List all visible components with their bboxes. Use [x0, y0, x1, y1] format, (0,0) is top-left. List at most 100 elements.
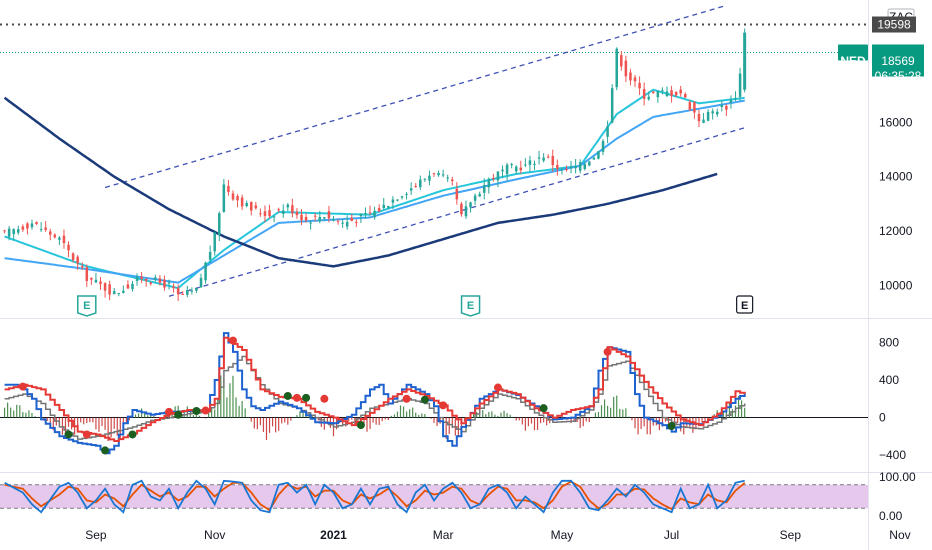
histogram-bar [643, 417, 645, 427]
histogram-bar [302, 411, 304, 418]
time-axis[interactable]: Sep Nov 2021 Mar May Jul Sep Nov [85, 528, 910, 542]
price-axis[interactable]: 10000 12000 14000 16000 800 400 0 −400 100.00 0.0… [879, 115, 916, 523]
histogram-bar [722, 411, 724, 418]
histogram-bar [409, 409, 411, 418]
histogram-bar [399, 405, 402, 418]
candle-body [684, 94, 687, 98]
histogram-bar [543, 417, 545, 423]
candle-body [149, 282, 153, 284]
histogram-bar [208, 412, 210, 418]
candle-body [697, 113, 701, 122]
cross-marker [667, 422, 676, 431]
earnings-marker: E [77, 295, 97, 317]
histogram-bar [183, 409, 185, 418]
channel-upper-line [104, 4, 727, 189]
histogram-bar [46, 417, 48, 421]
candle-body [295, 211, 299, 216]
oscillator-panel[interactable] [0, 332, 868, 455]
candle-body [218, 213, 221, 235]
candle-body [487, 178, 491, 188]
candle-body [423, 178, 427, 180]
histogram-bar [603, 399, 606, 418]
histogram-bar [198, 415, 201, 418]
histogram-bar [619, 408, 621, 418]
earnings-label: E [83, 300, 90, 312]
histogram-bar [241, 400, 243, 418]
candle-body [336, 220, 340, 222]
histogram-bar [737, 395, 740, 418]
candle-body [578, 162, 582, 171]
ma-long-line [3, 96, 718, 268]
candle-body [711, 111, 714, 114]
candle-body [259, 213, 262, 215]
histogram-bar [287, 417, 289, 425]
candle-body [208, 251, 212, 260]
candle-body [460, 203, 463, 215]
candle-body [674, 91, 678, 96]
time-tick-label: May [551, 528, 574, 542]
histogram-bar [381, 417, 383, 422]
cross-marker [356, 421, 365, 430]
histogram-bar [317, 417, 319, 421]
candle-body [419, 179, 422, 188]
candle-body [428, 175, 431, 181]
histogram-bar [144, 411, 146, 418]
histogram-bar [704, 417, 706, 423]
candle-body [556, 164, 559, 170]
histogram-bar [49, 417, 51, 427]
histogram-bar [448, 417, 450, 435]
histogram-bar [232, 375, 234, 418]
cross-marker [603, 347, 612, 356]
earnings-label: E [741, 300, 748, 312]
last-price-tag: NED 18569 06:35:28 [838, 44, 924, 83]
last-price-value: 18569 [881, 54, 915, 68]
candle-body [254, 205, 258, 209]
histogram-bar [649, 417, 651, 435]
candle-body [272, 216, 276, 218]
candle-body [245, 203, 248, 207]
candle-body [186, 290, 189, 295]
earnings-marker: E [736, 295, 754, 314]
histogram-bar [546, 417, 548, 426]
candle-body [601, 140, 605, 152]
candle-body [396, 199, 399, 201]
candle-body [263, 211, 267, 216]
histogram-bar [293, 417, 295, 419]
oscillator-fast-line [4, 332, 746, 455]
histogram-bar [372, 417, 374, 423]
histogram-bar [250, 417, 252, 422]
candle-body [163, 279, 166, 288]
candle-body [519, 167, 523, 171]
cross-marker [128, 430, 137, 439]
candle-body [190, 290, 194, 292]
histogram-bar [104, 417, 106, 430]
candle-body [647, 96, 650, 100]
histogram-bar [582, 417, 584, 427]
candle-body [533, 163, 536, 165]
histogram-bar [153, 415, 155, 418]
histogram-bar [265, 417, 268, 441]
cross-marker [292, 393, 301, 402]
candle-body [58, 237, 61, 240]
stochastic-panel[interactable] [0, 479, 868, 514]
candle-body [341, 222, 344, 224]
candle-body [373, 210, 376, 218]
histogram-bar [351, 417, 353, 420]
histogram-bar [701, 417, 703, 423]
oscillator-tick-label: −400 [879, 448, 906, 462]
histogram-bar [83, 417, 85, 425]
histogram-bar [369, 417, 371, 429]
candle-body [103, 283, 107, 291]
stochastic-tick-label: 100.00 [879, 470, 916, 484]
candle-body [642, 88, 646, 99]
histogram-bar [463, 417, 466, 422]
candle-body [377, 208, 381, 212]
histogram-bar [271, 417, 274, 427]
histogram-bar [418, 414, 420, 418]
histogram-bar [610, 407, 612, 418]
time-tick-label: Sep [780, 528, 802, 542]
cross-marker [101, 446, 110, 455]
candle-body [30, 223, 34, 228]
